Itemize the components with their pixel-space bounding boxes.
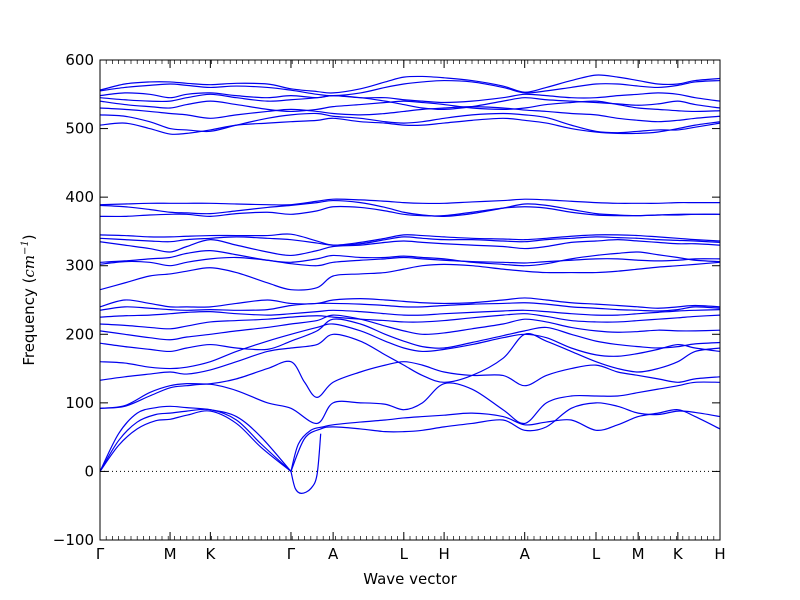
phonon-branch-20 [100, 239, 720, 257]
phonon-branch-28 [100, 106, 720, 123]
y-tick-label: 600 [65, 51, 94, 69]
x-axis-title: Wave vector [363, 570, 457, 588]
phonon-branch-16 [100, 297, 720, 309]
phonon-branch-8 [100, 360, 720, 409]
phonon-branch-4 [290, 433, 322, 494]
phonon-branch-24 [100, 199, 720, 217]
phonon-branch-17 [100, 261, 720, 291]
x-tick-label: K [205, 545, 216, 563]
phonon-branch-2 [100, 410, 292, 472]
phonon-branch-26 [100, 117, 720, 135]
phonon-branch-6 [290, 402, 720, 472]
phonon-branch-1 [100, 408, 292, 472]
y-axis-title-text: Frequency ( [20, 278, 38, 366]
phonon-branch-19 [100, 250, 720, 267]
x-tick-label: H [714, 545, 725, 563]
y-tick-label: 400 [65, 188, 94, 206]
y-tick-label: 0 [84, 462, 94, 480]
x-tick-label: A [328, 545, 339, 563]
x-tick-label: K [673, 545, 684, 563]
phonon-branch-32 [100, 79, 720, 97]
phonon-branch-14 [100, 309, 720, 318]
y-tick-label: 200 [65, 325, 94, 343]
y-axis-title: Frequency (cm−1) [20, 234, 38, 365]
y-tick-label: 100 [65, 394, 94, 412]
x-tick-label: Γ [96, 545, 105, 563]
phonon-branch-21 [100, 236, 720, 246]
phonon-branch-27 [100, 112, 720, 134]
y-tick-label: 300 [65, 257, 94, 275]
series-lines [100, 74, 720, 494]
phonon-branch-3 [100, 405, 292, 472]
phonon-branch-18 [100, 256, 720, 267]
x-tick-label: A [520, 545, 531, 563]
phonon-branch-31 [100, 92, 720, 104]
phonon-branch-30 [100, 93, 720, 111]
y-axis-title-unit: cm [20, 255, 38, 278]
x-tick-label: M [632, 545, 645, 563]
x-tick-label: Γ [287, 545, 296, 563]
x-tick-label: M [164, 545, 177, 563]
y-axis-title-exp: −1 [20, 240, 31, 255]
y-axis-title-close: ) [20, 234, 38, 240]
phonon-branch-11 [100, 318, 720, 353]
y-axis-ticks: −100 0 100 200 300 400 500 600 [53, 51, 720, 549]
phonon-branch-7 [100, 381, 720, 425]
phonon-branch-5 [290, 409, 720, 472]
phonon-branch-9 [100, 333, 720, 383]
phonon-branch-15 [100, 302, 720, 312]
y-tick-label: 500 [65, 120, 94, 138]
phonon-branch-22 [100, 233, 720, 246]
phonon-branch-29 [100, 100, 720, 113]
phonon-branch-10 [100, 323, 720, 370]
x-tick-label: L [400, 545, 409, 563]
phonon-branch-12 [100, 314, 720, 341]
x-tick-label: H [438, 545, 449, 563]
phonon-branch-13 [100, 313, 720, 330]
x-tick-label: L [592, 545, 601, 563]
phonon-branch-33 [100, 74, 720, 94]
y-tick-label: −100 [53, 531, 94, 549]
phonon-branch-25 [100, 198, 720, 206]
